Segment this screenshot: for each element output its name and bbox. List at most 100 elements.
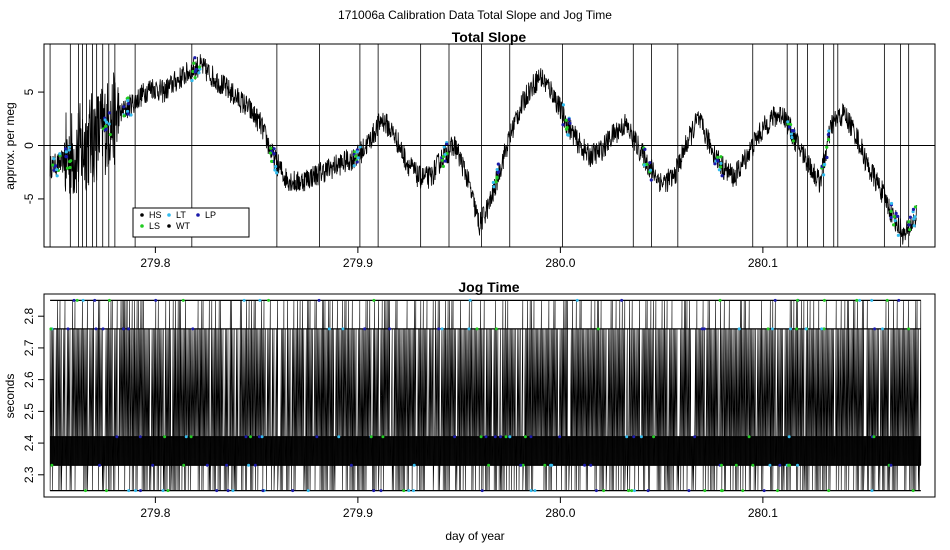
jog-point-lp	[589, 463, 593, 467]
slope-point-ls	[891, 223, 896, 227]
slope-y-axis: -5 0 5	[22, 88, 44, 204]
slope-point-ls	[889, 209, 893, 213]
slope-point-lp	[713, 162, 717, 166]
slope-point-lt	[717, 168, 721, 172]
slope-point-lt	[492, 185, 496, 189]
jog-point-lt	[407, 489, 411, 493]
jog-point-ls	[652, 435, 656, 439]
jog-point-lt	[341, 327, 345, 331]
jog-ytick-label: 2.4	[22, 434, 36, 451]
slope-point-lt	[55, 174, 59, 178]
slope-point-lt	[52, 157, 56, 161]
slope-point-lt	[58, 152, 62, 156]
slope-point-lt	[786, 120, 790, 124]
slope-point-ls	[122, 114, 126, 118]
jog-ytick-label: 2.5	[22, 403, 36, 420]
jog-xtick-label: 280.0	[545, 506, 575, 520]
jog-point-lt	[247, 463, 251, 467]
slope-point-ls	[913, 205, 918, 209]
slope-point-lp	[64, 154, 68, 159]
jog-point-lt	[260, 435, 264, 439]
slope-point-lt	[355, 150, 359, 154]
slope-ytick-label: 5	[22, 88, 36, 95]
slope-point-lp	[826, 133, 831, 137]
legend-marker-lp	[196, 213, 200, 217]
jog-point-lt	[327, 327, 331, 331]
jog-point-lp	[138, 435, 142, 439]
jog-ytick-label: 2.3	[22, 466, 36, 483]
slope-xtick-label: 279.9	[343, 256, 373, 270]
jog-point-lt	[737, 327, 741, 331]
slope-ylabel: approx. per meg	[3, 102, 17, 189]
jog-point-lp	[225, 463, 229, 467]
jog-point-lp	[646, 489, 650, 493]
jog-point-ls	[602, 489, 606, 493]
jog-point-lt	[81, 298, 85, 302]
slope-point-lp	[443, 159, 447, 163]
jog-point-ls	[83, 489, 87, 493]
slope-point-lt	[443, 152, 447, 157]
jog-point-lt	[787, 435, 791, 439]
slope-point-ls	[826, 138, 831, 142]
slope-point-lt	[719, 161, 723, 166]
jog-point-lp	[94, 327, 98, 331]
jog-ytick-label: 2.6	[22, 371, 36, 388]
legend-marker-lt	[167, 213, 171, 217]
slope-point-lp	[716, 159, 720, 163]
slope-point-ls	[440, 158, 444, 162]
jog-xtick-label: 279.9	[343, 506, 373, 520]
slope-panel: Total Slope 279.8 279.9 280.0 280.1 -5 0 5 ap…	[3, 29, 936, 270]
slope-point-lt	[64, 150, 68, 154]
slope-xtick-label: 279.8	[140, 256, 170, 270]
jog-point-ls	[795, 327, 799, 331]
slope-point-lt	[356, 156, 360, 160]
figure-xlabel: day of year	[445, 529, 504, 543]
legend-box	[132, 207, 250, 238]
slope-point-lp	[272, 147, 276, 151]
slope-point-ls	[645, 162, 649, 166]
slope-point-lp	[272, 152, 276, 156]
slope-point-ls	[908, 228, 912, 232]
jog-y-axis: 2.3 2.4 2.5 2.6 2.7 2.8	[22, 308, 44, 483]
jog-point-lp	[379, 489, 383, 493]
slope-point-ls	[825, 145, 829, 149]
slope-title: Total Slope	[452, 29, 527, 45]
jog-point-ls	[788, 463, 792, 467]
jog-point-ls	[718, 298, 722, 302]
slope-ytick-label: 0	[22, 142, 36, 149]
slope-point-lp	[52, 168, 56, 172]
slope-point-ls	[192, 61, 196, 65]
slope-point-ls	[907, 220, 911, 224]
legend-label-lp: LP	[205, 210, 216, 220]
jog-point-lp	[453, 435, 457, 439]
jog-point-lp	[154, 298, 158, 302]
jog-point-ls	[75, 298, 79, 302]
figure-title: 171006a Calibration Data Total Slope and…	[338, 8, 612, 22]
jog-point-ls	[822, 327, 826, 331]
jog-xtick-label: 279.8	[140, 506, 170, 520]
jog-point-lt	[468, 298, 472, 302]
jog-point-lp	[620, 298, 624, 302]
slope-point-lt	[197, 71, 201, 75]
jog-point-lp	[257, 435, 261, 439]
jog-point-ls	[166, 489, 170, 493]
slope-xtick-label: 280.0	[545, 256, 575, 270]
slope-point-lp	[355, 160, 359, 164]
slope-point-ls	[126, 96, 130, 100]
jog-point-lt	[258, 298, 262, 302]
jog-point-lp	[261, 489, 265, 493]
jog-point-lp	[873, 327, 877, 331]
jog-point-lt	[880, 327, 884, 331]
slope-point-lt	[893, 219, 897, 223]
legend-label-wt: WT	[176, 221, 190, 231]
jog-point-lt	[795, 463, 799, 467]
jog-point-ls	[627, 489, 631, 493]
jog-panel: Jog Time 279.8 279.9 280.0 280.1 2.32.42.52…	[3, 279, 936, 520]
slope-point-ls	[716, 155, 720, 159]
slope-point-lp	[720, 174, 724, 178]
jog-point-ls	[523, 435, 527, 439]
jog-point-lp	[349, 463, 353, 467]
slope-point-lp	[889, 215, 893, 220]
jog-point-ls	[734, 463, 738, 467]
slope-xtick-label: 280.1	[748, 256, 778, 270]
